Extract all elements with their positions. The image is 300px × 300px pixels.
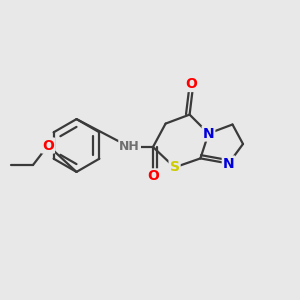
Text: S: S [169, 160, 180, 174]
Text: O: O [185, 77, 197, 91]
Text: O: O [42, 139, 54, 152]
Text: N: N [223, 157, 234, 170]
Text: NH: NH [119, 140, 140, 154]
Text: O: O [147, 169, 159, 183]
Text: N: N [203, 127, 214, 140]
